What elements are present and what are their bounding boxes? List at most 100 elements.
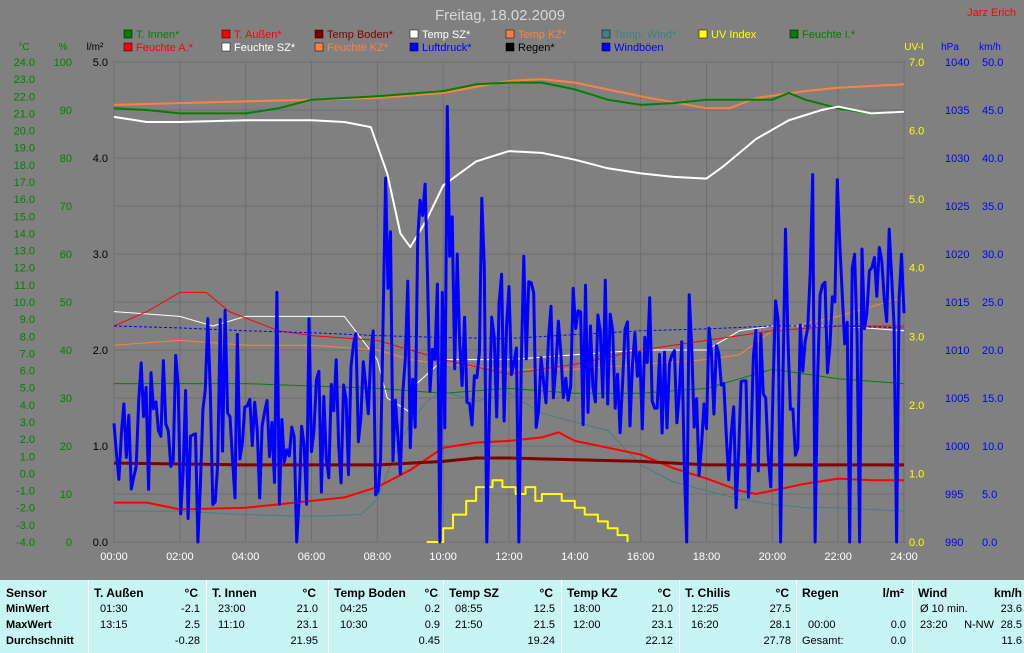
axis-tick-wind: 5.0	[982, 489, 997, 501]
max-time: 21:50	[455, 619, 483, 631]
axis-tick-humidity: 50	[60, 297, 72, 309]
label-min: MinWert	[6, 603, 50, 615]
min-time: 01:30	[100, 603, 128, 615]
x-tick-label: 16:00	[627, 551, 655, 563]
axis-tick-temp: 14.0	[14, 228, 35, 240]
legend-swatch	[698, 29, 708, 39]
column-title: T. Außen	[94, 586, 144, 600]
axis-tick-humidity: 100	[54, 57, 72, 69]
legend-swatch	[789, 29, 799, 39]
separator	[88, 580, 89, 653]
legend-swatch	[601, 42, 611, 52]
axis-unit-uv: UV-I	[904, 42, 923, 53]
column-unit: °C	[184, 586, 198, 600]
axis-tick-pressure: 990	[945, 537, 963, 549]
wind-max-val: 28.5	[1000, 619, 1022, 631]
axis-tick-wind: 40.0	[982, 153, 1003, 165]
legend-entry: Windböen	[614, 42, 664, 54]
x-tick-label: 24:00	[890, 551, 918, 563]
legend-swatch	[409, 29, 419, 39]
legend-swatch	[123, 29, 133, 39]
min-value: -2.1	[181, 603, 200, 615]
rain-min-val: 0.0	[890, 619, 906, 631]
stats-column: T. Innen °C 23:00 21.0 11:10 23.1 21.95	[206, 580, 322, 653]
axis-tick-humidity: 0	[66, 537, 72, 549]
rain-unit: l/m²	[882, 586, 904, 600]
axis-tick-wind: 10.0	[982, 441, 1003, 453]
column-title: T. Innen	[212, 586, 257, 600]
column-title: T. Chilis	[685, 586, 731, 600]
legend-entry: Feuchte SZ*	[234, 42, 296, 54]
weather-chart: Freitag, 18.02.2009 Jarz Erich T. Innen*…	[13, 7, 1016, 563]
axis-tick-pressure: 1000	[945, 441, 969, 453]
average-value: 0.45	[418, 635, 440, 647]
axis-tick-wind: 0.0	[982, 537, 997, 549]
rain-min-time: 00:00	[808, 619, 836, 631]
axis-tick-temp: 19.0	[14, 143, 35, 155]
separator	[206, 580, 207, 653]
axis-tick-temp: 8.0	[20, 331, 35, 343]
chart-title: Freitag, 18.02.2009	[435, 7, 565, 24]
axis-tick-temp: -2.0	[16, 503, 35, 515]
axis-tick-uv: 4.0	[909, 263, 924, 275]
min-time: 18:00	[573, 603, 601, 615]
average-value: 27.78	[763, 635, 791, 647]
separator	[328, 580, 329, 653]
max-value: 0.9	[424, 619, 440, 631]
axis-tick-temp: 12.0	[14, 263, 35, 275]
wind-min-val: 23.6	[1000, 603, 1022, 615]
axis-tick-rain: 2.0	[93, 345, 108, 357]
axis-tick-uv: 7.0	[909, 57, 924, 69]
stats-column: Temp KZ °C 18:00 21.0 12:00 23.1 22.12	[561, 580, 677, 653]
x-tick-label: 12:00	[495, 551, 523, 563]
column-title: Temp SZ	[449, 586, 499, 600]
wind-title: Wind	[918, 586, 948, 600]
max-value: 23.1	[296, 619, 318, 631]
legend-swatch	[505, 29, 515, 39]
x-tick-label: 20:00	[759, 551, 787, 563]
x-tick-label: 14:00	[561, 551, 589, 563]
axis-tick-temp: 16.0	[14, 194, 35, 206]
axis-tick-temp: -1.0	[16, 486, 35, 498]
stats-panel: Sensor MinWert MaxWert Durchschnitt T. A…	[0, 580, 1024, 653]
axis-tick-temp: 13.0	[14, 246, 35, 258]
axis-tick-temp: 7.0	[20, 348, 35, 360]
series-line	[114, 390, 905, 517]
x-tick-label: 00:00	[100, 551, 128, 563]
axis-tick-temp: 22.0	[14, 91, 35, 103]
legend-swatch	[221, 29, 231, 39]
series-line	[114, 431, 904, 511]
label-avg: Durchschnitt	[6, 635, 74, 647]
max-value: 21.5	[533, 619, 555, 631]
x-tick-label: 02:00	[166, 551, 194, 563]
average-value: 22.12	[645, 635, 673, 647]
x-tick-label: 22:00	[824, 551, 852, 563]
axis-tick-uv: 2.0	[909, 400, 924, 412]
axis-tick-pressure: 1035	[945, 105, 969, 117]
column-unit: °C	[539, 586, 553, 600]
max-value: 28.1	[769, 619, 791, 631]
average-value: 19.24	[527, 635, 555, 647]
wind-max-dir: N-NW	[964, 619, 994, 631]
stats-column: T. Außen °C 01:30 -2.1 13:15 2.5 -0.28	[88, 580, 204, 653]
max-time: 11:10	[218, 619, 245, 631]
column-unit: °C	[424, 586, 438, 600]
column-unit: °C	[302, 586, 316, 600]
stats-column: Temp Boden °C 04:25 0.2 10:30 0.9 0.45	[328, 580, 444, 653]
chart-author: Jarz Erich	[967, 7, 1016, 19]
wind-max-time: 23:20	[920, 619, 948, 631]
axis-tick-humidity: 80	[60, 153, 72, 165]
wind-min-label: Ø 10 min.	[920, 603, 968, 615]
stats-column: Temp SZ °C 08:55 12.5 21:50 21.5 19.24	[443, 580, 559, 653]
rain-total-val: 0.0	[890, 635, 906, 647]
axis-tick-uv: 5.0	[909, 194, 924, 206]
axis-tick-temp: 23.0	[14, 74, 35, 86]
axis-tick-uv: 1.0	[909, 468, 924, 480]
legend-swatch	[123, 42, 133, 52]
axis-tick-temp: 15.0	[14, 211, 35, 223]
legend-swatch	[601, 29, 611, 39]
axis-tick-temp: 20.0	[14, 126, 35, 138]
axis-tick-temp: 11.0	[14, 280, 35, 292]
series-line	[426, 479, 629, 543]
axis-tick-rain: 1.0	[93, 441, 108, 453]
